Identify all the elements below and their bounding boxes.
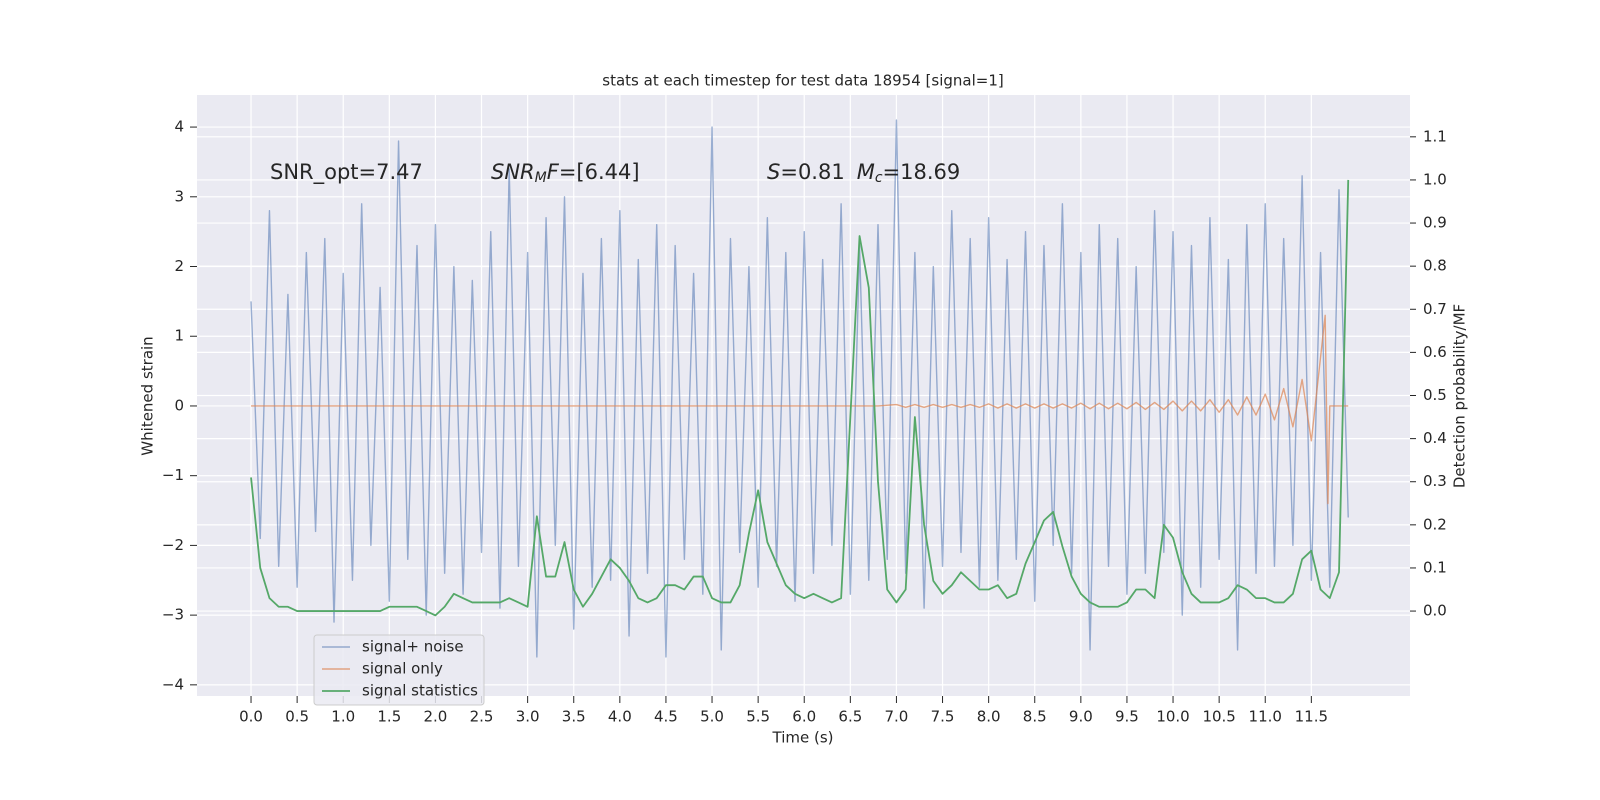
annotation: S=0.81 Mc=18.69 [767,160,960,186]
x-tick-label: 8.5 [1023,708,1047,726]
x-tick-label: 0.0 [239,708,263,726]
y2-tick-label: 0.6 [1423,343,1447,361]
y-tick-label: −4 [162,675,184,693]
annotation-part: =0.81 [780,160,844,184]
x-tick-label: 3.0 [516,708,540,726]
y-tick-label: 3 [174,187,184,205]
x-tick-label: 11.0 [1249,708,1282,726]
y2-tick-label: 0.2 [1423,515,1447,533]
y2-tick-label: 0.4 [1423,429,1447,447]
x-tick-label: 0.5 [285,708,309,726]
legend-label: signal only [362,660,443,678]
y-tick-label: 4 [174,118,184,136]
annotation-part: =18.69 [883,160,961,184]
x-tick-label: 1.0 [331,708,355,726]
annotation-part: F [547,160,560,184]
annotation-part: SNR_opt=7.47 [270,160,423,185]
chart-title: stats at each timestep for test data 189… [602,72,1003,90]
annotation-part: S [767,160,780,184]
x-tick-label: 6.0 [792,708,816,726]
x-tick-label: 9.0 [1069,708,1093,726]
annotation-part: SNR [491,160,535,184]
y2-tick-label: 1.1 [1423,127,1447,145]
x-axis-label: Time (s) [772,729,834,747]
annotation: SNRMF=[6.44] [491,160,640,186]
y2-tick-label: 0.0 [1423,602,1447,620]
annotation-part: c [875,170,883,186]
annotation: SNR_opt=7.47 [270,160,423,185]
y-axis-label: Whitened strain [139,336,157,455]
x-tick-label: 6.5 [838,708,862,726]
x-tick-label: 8.0 [977,708,1001,726]
x-tick-label: 5.0 [700,708,724,726]
annotation-part: M [535,170,547,186]
x-tick-label: 10.0 [1156,708,1189,726]
y2-tick-label: 0.3 [1423,472,1447,490]
x-tick-label: 4.0 [608,708,632,726]
annotation-part: =[6.44] [559,160,640,184]
y2-tick-label: 0.9 [1423,214,1447,232]
x-tick-label: 5.5 [746,708,770,726]
x-tick-label: 1.5 [377,708,401,726]
series-line [250,119,1349,658]
x-tick-label: 7.5 [931,708,955,726]
annotation-part: M [857,160,875,184]
x-tick-label: 2.0 [424,708,448,726]
y2-tick-label: 1.0 [1423,170,1447,188]
legend-label: signal+ noise [362,638,464,656]
y-tick-label: −3 [162,606,184,624]
y2-tick-label: 0.5 [1423,386,1447,404]
y2-tick-label: 0.8 [1423,257,1447,275]
y2-tick-label: 0.7 [1423,300,1447,318]
series-line [251,314,1349,505]
x-tick-label: 9.5 [1115,708,1139,726]
y2-axis-label: Detection probability/MF [1451,304,1469,488]
y2-tick-label: 0.1 [1423,558,1447,576]
x-tick-label: 3.5 [562,708,586,726]
y-tick-label: 0 [174,396,184,414]
y-tick-label: 2 [174,257,184,275]
series-line [250,179,1350,617]
x-tick-label: 11.5 [1295,708,1328,726]
legend-box [313,634,485,706]
y-tick-label: −1 [162,466,184,484]
x-tick-label: 7.0 [885,708,909,726]
y-tick-label: −2 [162,536,184,554]
legend-label: signal statistics [362,682,478,700]
x-tick-label: 4.5 [654,708,678,726]
y-tick-label: 1 [174,327,184,345]
x-tick-label: 2.5 [470,708,494,726]
x-tick-label: 10.5 [1202,708,1235,726]
